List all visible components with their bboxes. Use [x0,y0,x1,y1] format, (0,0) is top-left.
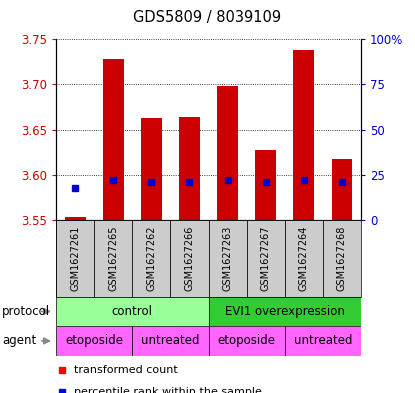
Bar [94,220,132,297]
Text: GSM1627263: GSM1627263 [222,226,232,291]
Text: untreated: untreated [141,334,200,347]
Text: percentile rank within the sample: percentile rank within the sample [74,387,262,393]
Bar [103,59,124,220]
Text: etoposide: etoposide [217,334,276,347]
Text: agent: agent [2,334,37,347]
Bar [171,220,209,297]
Bar [285,220,323,297]
Text: GSM1627261: GSM1627261 [70,226,80,291]
Text: protocol: protocol [2,305,50,318]
Bar [141,118,162,220]
Text: GSM1627268: GSM1627268 [337,226,347,291]
Bar [293,50,314,220]
Bar [56,297,209,326]
Text: etoposide: etoposide [65,334,123,347]
Bar [56,220,94,297]
Bar [209,297,361,326]
Text: control: control [112,305,153,318]
Text: EVI1 overexpression: EVI1 overexpression [225,305,345,318]
Bar [323,220,361,297]
Bar [209,220,247,297]
Text: transformed count: transformed count [74,365,178,375]
Bar [247,220,285,297]
Text: GSM1627264: GSM1627264 [299,226,309,291]
Text: GDS5809 / 8039109: GDS5809 / 8039109 [134,10,281,25]
Bar [217,86,238,220]
Text: GSM1627267: GSM1627267 [261,226,271,291]
Text: untreated: untreated [294,334,352,347]
Text: GSM1627266: GSM1627266 [185,226,195,291]
Bar [332,159,352,220]
Bar [56,326,132,356]
Bar [179,117,200,220]
Text: GSM1627265: GSM1627265 [108,226,118,291]
Bar [132,220,171,297]
Bar [285,326,361,356]
Bar [255,150,276,220]
Bar [209,326,285,356]
Bar [65,217,85,220]
Text: GSM1627262: GSM1627262 [146,226,156,291]
Bar [132,326,209,356]
